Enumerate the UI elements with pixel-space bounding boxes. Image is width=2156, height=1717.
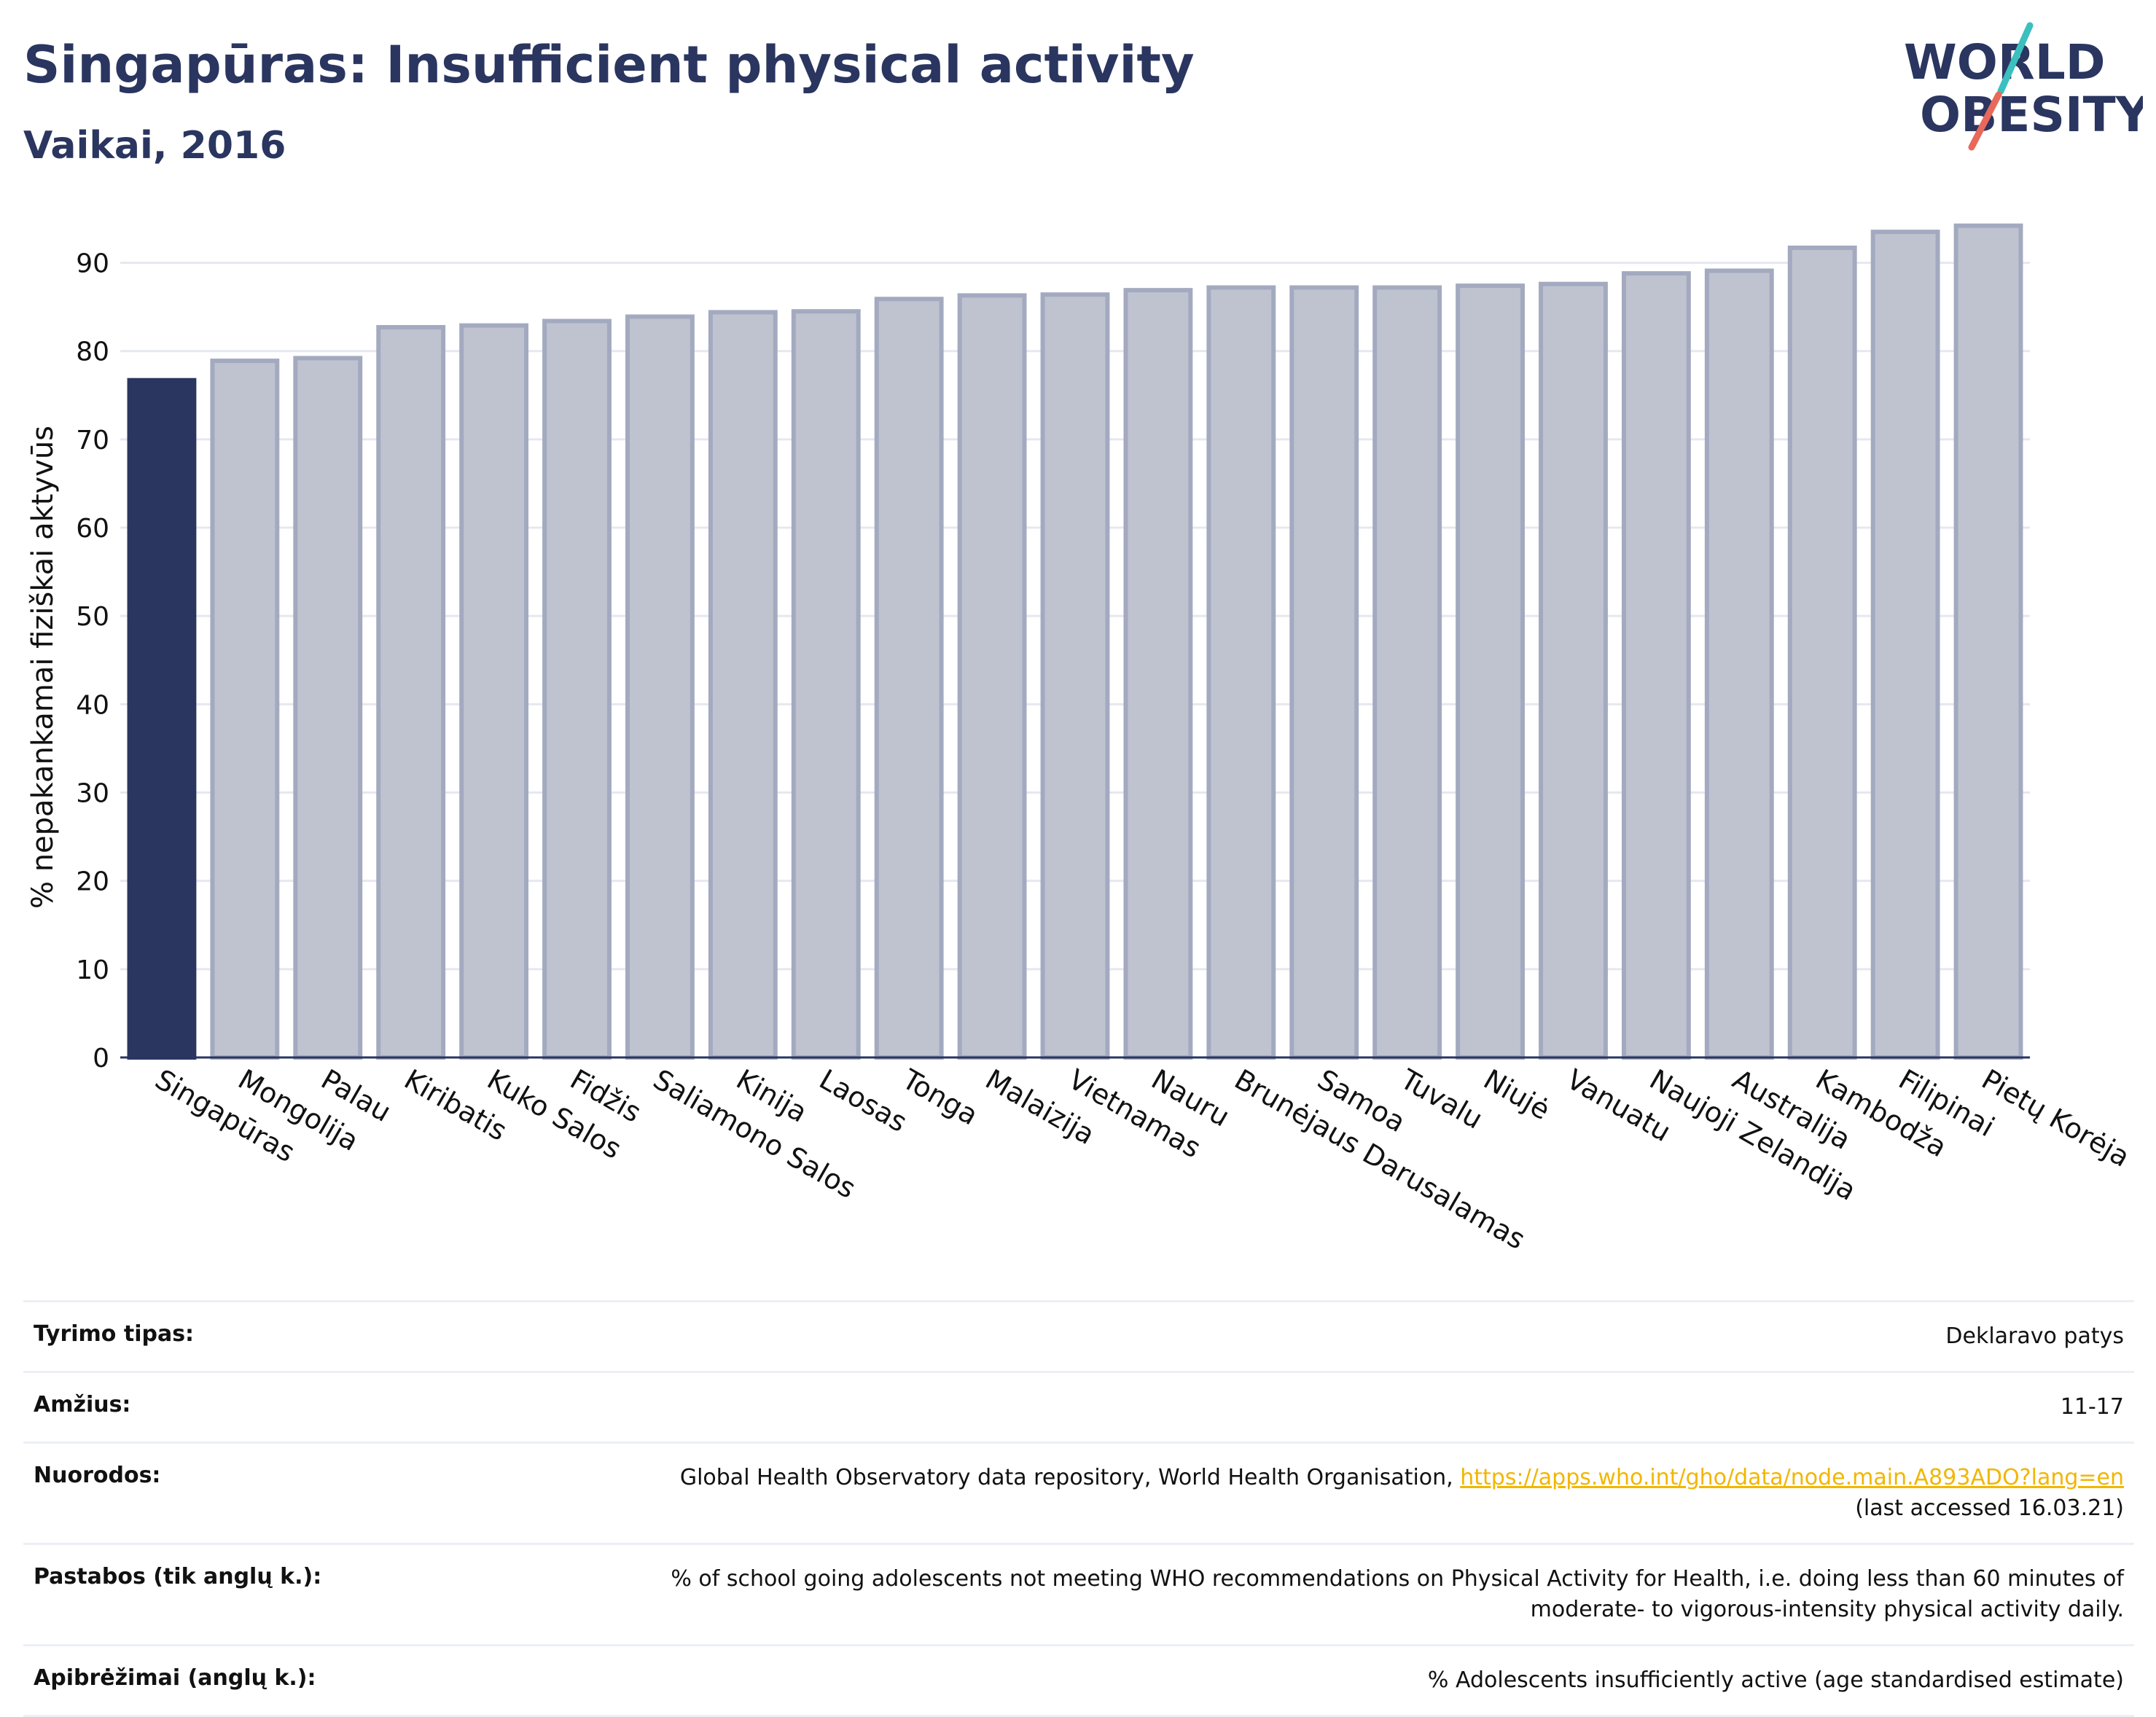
y-tick-label: 60 [76,514,109,544]
x-tick-label: Tonga [897,1063,983,1131]
info-row-age: Amžius: 11-17 [23,1371,2134,1442]
y-tick-label: 80 [76,337,109,367]
y-axis-label: % nepakankamai fiziškai aktyvūs [26,426,60,909]
info-value: % Adolescents insufficiently active (age… [1427,1667,2124,1693]
logo-slash-teal [1997,22,2034,95]
x-tick-label: Pietų Korėja [1977,1063,2136,1173]
info-value-block: % of school going adolescents not meetin… [671,1564,2124,1625]
bar-20 [1787,245,1857,1060]
bar-17 [1539,281,1608,1060]
reference-link[interactable]: https://apps.who.int/gho/data/node.main.… [1460,1465,2124,1490]
bar-22 [1953,223,2023,1060]
info-value-block: Global Health Observatory data repositor… [680,1463,2124,1524]
info-label: Amžius: [34,1392,131,1417]
logo-slash-red [1968,91,2002,151]
x-tick-label: Niujė [1478,1063,1555,1127]
info-value: Deklaravo patys [1945,1323,2124,1349]
bar-18 [1621,271,1691,1060]
info-value: % of school going adolescents not meetin… [671,1566,2124,1592]
y-tick-label: 70 [76,426,109,455]
info-table: Tyrimo tipas: Deklaravo patys Amžius: 11… [23,1300,2134,1717]
y-tick-label: 10 [76,955,109,985]
bar-14 [1289,285,1359,1060]
info-value: Global Health Observatory data repositor… [679,1465,1453,1490]
info-row-notes: Pastabos (tik anglų k.): % of school goi… [23,1543,2134,1644]
bar-4 [459,323,529,1060]
bar-13 [1206,285,1276,1060]
info-value-line2: (last accessed 16.03.21) [1855,1495,2124,1521]
bar-6 [625,314,695,1060]
x-tick-label: Tuvalu [1394,1063,1488,1135]
page-title: Singapūras: Insufficient physical activi… [23,35,1195,95]
bar-16 [1456,283,1525,1060]
y-tick-label: 50 [76,602,109,632]
bar-2 [293,356,363,1060]
info-row-references: Nuorodos: Global Health Observatory data… [23,1442,2134,1543]
bar-11 [1040,292,1110,1060]
bar-19 [1704,268,1774,1060]
bar-8 [791,309,861,1060]
bar-0 [127,378,197,1060]
bar-10 [957,293,1027,1060]
info-label: Nuorodos: [34,1463,161,1488]
bar-9 [874,297,944,1060]
bar-3 [376,325,446,1060]
x-tick-label: Laosas [814,1063,913,1138]
info-row-survey-type: Tyrimo tipas: Deklaravo patys [23,1300,2134,1371]
info-value-line2: moderate- to vigorous-intensity physical… [1530,1597,2124,1622]
y-tick-label: 30 [76,779,109,809]
bar-chart: 0 10 20 30 40 50 60 70 80 90 % nepakankamai fizišk… [26,223,2136,1256]
page-subtitle: Vaikai, 2016 [23,124,286,168]
info-value: 11-17 [2060,1394,2124,1420]
world-obesity-logo: WORLD OBESITY [1904,22,2143,151]
y-tick-label: 20 [76,867,109,897]
bar-1 [210,359,280,1060]
info-row-definitions: Apibrėžimai (anglų k.): % Adolescents in… [23,1644,2134,1717]
bar-15 [1372,285,1442,1060]
y-tick-label: 40 [76,690,109,720]
bar-21 [1870,230,1940,1060]
y-tick-label: 90 [76,249,109,279]
info-label: Tyrimo tipas: [34,1321,195,1347]
bar-12 [1123,288,1193,1060]
y-tick-label: 0 [93,1044,109,1073]
bar-5 [542,318,612,1060]
bar-7 [708,310,778,1060]
logo-line2: OBESITY [1920,87,2143,143]
info-label: Apibrėžimai (anglų k.): [34,1665,316,1691]
info-label: Pastabos (tik anglų k.): [34,1564,322,1589]
